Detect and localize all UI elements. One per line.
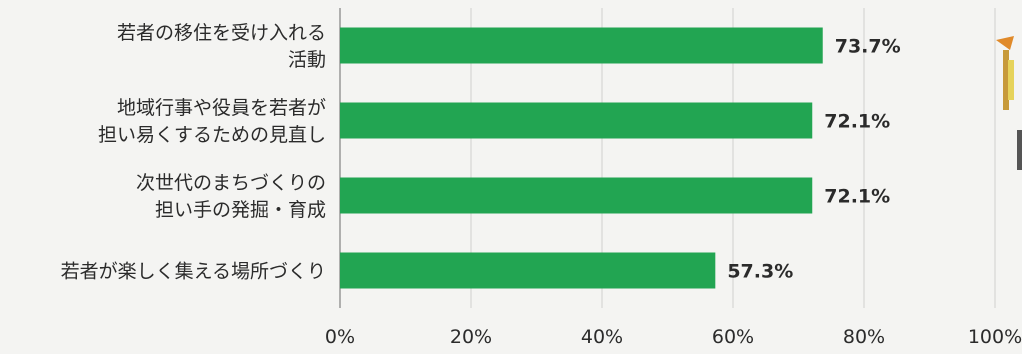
value-label: 72.1% — [824, 186, 890, 208]
category-label: 次世代のまちづくりの — [136, 172, 326, 194]
value-label: 72.1% — [824, 111, 890, 133]
category-label: 若者が楽しく集える場所づくり — [61, 261, 326, 283]
bar — [340, 177, 813, 214]
category-label: 担い手の発掘・育成 — [155, 199, 326, 221]
x-tick-label: 60% — [712, 326, 754, 348]
category-labels: 若者の移住を受け入れる活動地域行事や役員を若者が担い易くするための見直し次世代の… — [61, 22, 326, 283]
x-tick-label: 100% — [968, 326, 1022, 348]
x-tick-label: 0% — [325, 326, 355, 348]
category-label: 若者の移住を受け入れる — [117, 22, 326, 44]
value-labels: 73.7% 72.1% 72.1% 57.3% — [727, 36, 900, 283]
bar — [340, 27, 823, 64]
category-label: 地域行事や役員を若者が — [117, 97, 326, 119]
bars — [340, 27, 823, 289]
x-tick-label: 40% — [581, 326, 623, 348]
category-label: 担い易くするための見直し — [98, 124, 326, 146]
x-tick-label: 80% — [843, 326, 885, 348]
bar — [340, 102, 813, 139]
value-label: 73.7% — [835, 36, 901, 58]
category-label: 活動 — [288, 49, 326, 71]
bar — [340, 252, 716, 289]
x-axis-ticks: 0% 20% 40% 60% 80% 100% — [325, 326, 1022, 348]
x-tick-label: 20% — [450, 326, 492, 348]
corner-decoration — [996, 36, 1022, 170]
value-label: 57.3% — [727, 261, 793, 283]
